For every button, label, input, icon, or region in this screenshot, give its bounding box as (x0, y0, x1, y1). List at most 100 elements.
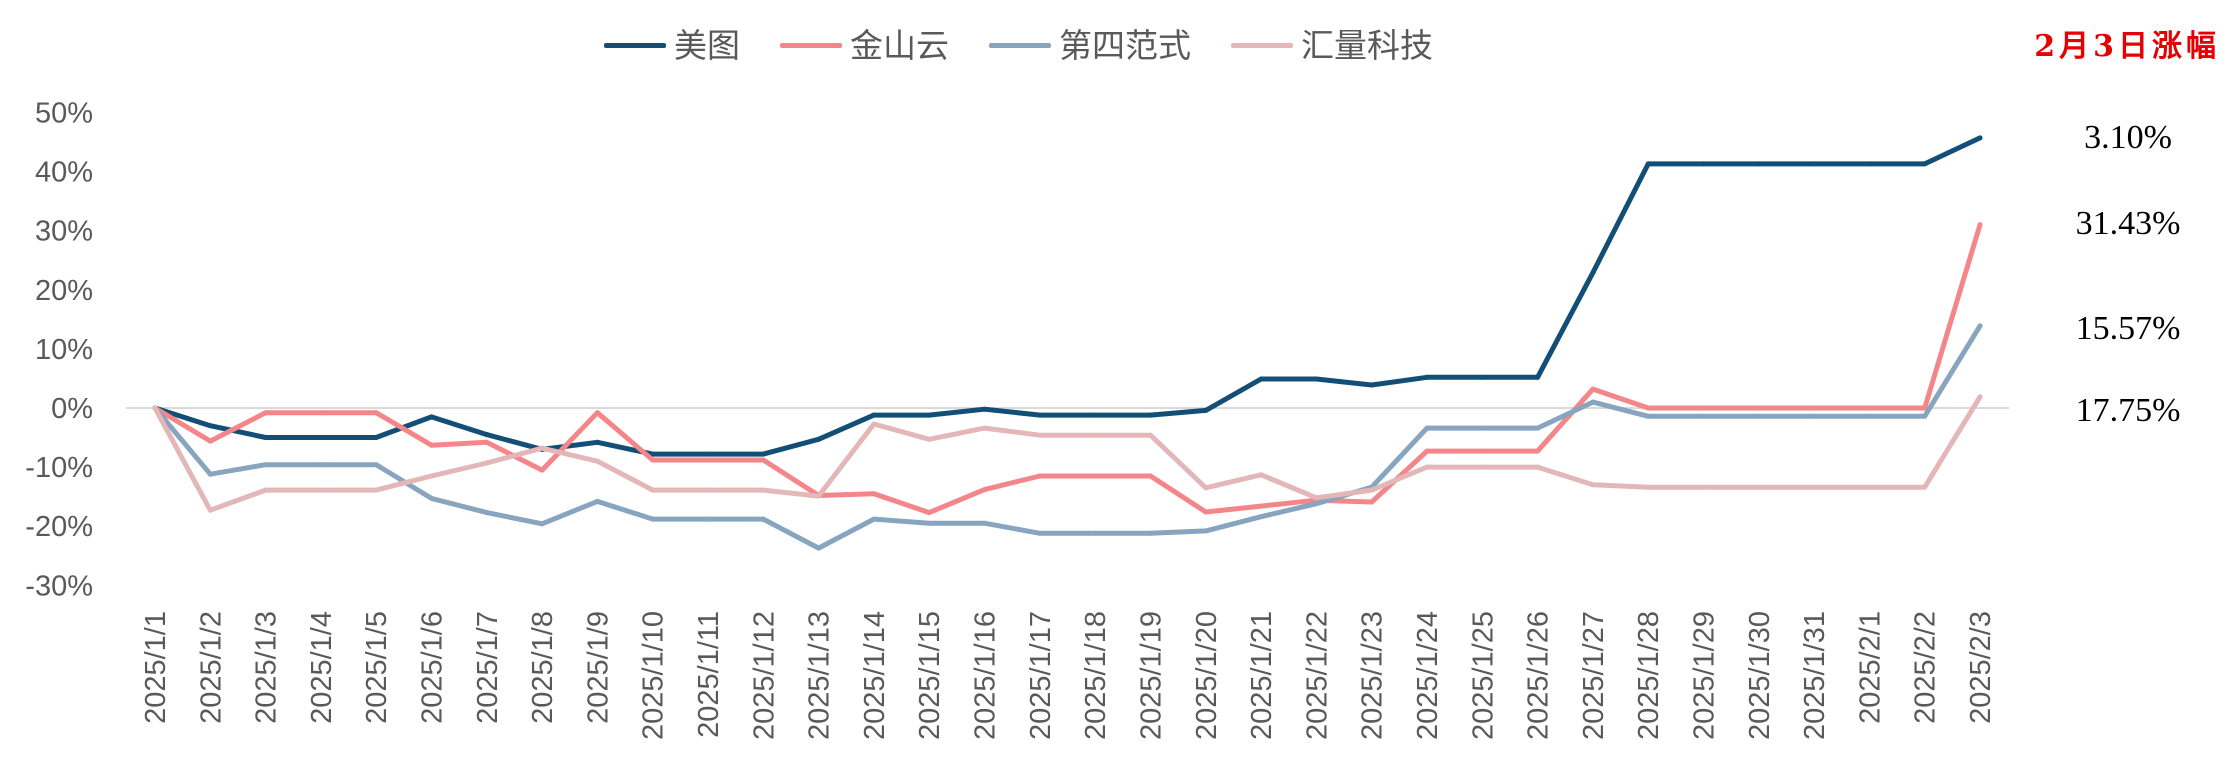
data-point (1092, 473, 1098, 479)
data-point (1148, 432, 1153, 438)
data-point (1756, 405, 1762, 411)
data-point (594, 498, 600, 504)
data-point (1866, 413, 1872, 419)
legend-item-meitu: 美图 (604, 29, 740, 62)
data-point (1590, 399, 1596, 405)
data-point (1479, 448, 1485, 454)
data-point (1535, 464, 1541, 470)
data-point (207, 423, 213, 429)
data-point (263, 462, 269, 468)
data-point (816, 436, 822, 442)
x-tick-label: 2025/1/25 (1467, 611, 1499, 740)
data-point (760, 457, 766, 463)
data-point (926, 412, 932, 418)
legend-item-4paradigm: 第四范式 (989, 29, 1191, 62)
data-point (373, 410, 379, 416)
legend-label: 汇量科技 (1301, 25, 1433, 65)
legend-label: 美图 (674, 25, 740, 65)
legend-swatch (989, 42, 1051, 48)
data-point (982, 425, 987, 431)
legend-item-mobvista: 汇量科技 (1231, 29, 1433, 62)
annotation-value: 3.10% (2084, 119, 2172, 156)
data-point (982, 406, 987, 412)
data-point (1369, 382, 1375, 388)
data-point (760, 487, 766, 493)
data-point (539, 445, 545, 451)
data-point (1037, 530, 1043, 536)
x-tick-label: 2025/1/7 (472, 611, 504, 724)
data-point (1313, 376, 1319, 382)
data-point (1811, 484, 1817, 490)
x-tick-label: 2025/1/8 (527, 611, 559, 724)
data-point (373, 487, 379, 493)
data-point (650, 516, 656, 522)
data-point (1424, 425, 1430, 431)
data-point (650, 487, 656, 493)
data-point (1866, 484, 1872, 490)
x-tick-label: 2025/1/19 (1136, 611, 1168, 740)
legend-swatch (780, 42, 842, 48)
x-tick-label: 2025/1/20 (1191, 611, 1223, 740)
data-point (1148, 412, 1153, 418)
legend-swatch (604, 42, 666, 48)
data-point (152, 405, 158, 411)
data-point (429, 495, 434, 501)
data-point (1701, 484, 1706, 490)
data-point (207, 438, 213, 444)
data-point (1756, 484, 1762, 490)
data-point (871, 516, 877, 522)
data-point (1092, 530, 1098, 536)
data-point (539, 521, 545, 527)
data-point (484, 439, 490, 445)
x-tick-label: 2025/2/3 (1965, 611, 1997, 724)
data-point (650, 457, 656, 463)
data-point (1645, 405, 1651, 411)
y-tick-label: 50% (35, 98, 93, 130)
x-tick-label: 2025/1/13 (804, 611, 836, 740)
legend-swatch (1231, 42, 1293, 48)
x-tick-label: 2025/1/29 (1689, 611, 1721, 740)
data-point (871, 421, 877, 427)
data-point (705, 516, 711, 522)
y-tick-label: -30% (25, 570, 93, 602)
x-tick-label: 2025/1/5 (361, 611, 393, 724)
annotation-value: 17.75% (2075, 392, 2181, 429)
data-point (1590, 386, 1596, 392)
data-point (318, 462, 324, 468)
data-point (1756, 161, 1762, 167)
data-point (1424, 448, 1430, 454)
y-tick-label: 30% (35, 216, 93, 248)
data-point (1479, 425, 1485, 431)
data-point (1037, 412, 1043, 418)
x-tick-label: 2025/1/17 (1025, 611, 1057, 740)
data-point (1922, 484, 1928, 490)
data-point (705, 457, 711, 463)
series-line-0 (152, 135, 1983, 457)
data-point (1645, 484, 1651, 490)
x-tick-label: 2025/1/11 (693, 611, 725, 738)
x-tick-label: 2025/1/21 (1246, 611, 1278, 740)
data-point (1922, 413, 1928, 419)
x-tick-label: 2025/1/12 (748, 611, 780, 740)
x-tick-label: 2025/1/30 (1744, 611, 1776, 740)
data-point (982, 520, 987, 526)
y-tick-label: 20% (35, 275, 93, 307)
x-tick-label: 2025/1/31 (1799, 611, 1831, 740)
data-point (1645, 413, 1651, 419)
y-tick-label: 40% (35, 157, 93, 189)
data-point (982, 487, 987, 493)
x-tick-label: 2025/1/6 (417, 611, 449, 724)
data-point (263, 435, 269, 440)
data-point (1203, 528, 1209, 534)
data-point (1424, 374, 1430, 380)
data-point (484, 432, 490, 438)
x-tick-label: 2025/2/1 (1854, 611, 1886, 724)
data-point (1866, 161, 1872, 167)
data-point (1590, 482, 1596, 488)
data-point (1203, 509, 1209, 515)
data-point (429, 473, 434, 479)
data-point (650, 451, 656, 457)
data-point (1701, 413, 1706, 419)
data-point (373, 435, 379, 440)
